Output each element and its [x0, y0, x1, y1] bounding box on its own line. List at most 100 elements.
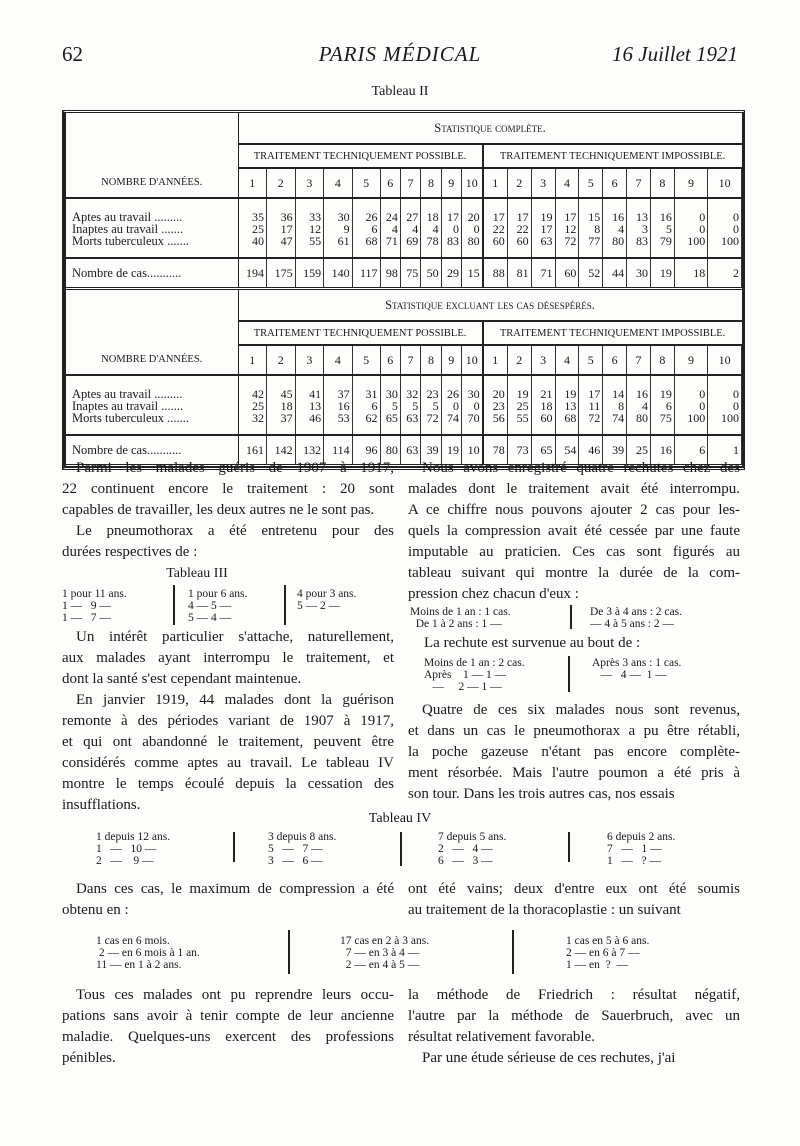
data-cell: 60 — [531, 412, 556, 436]
year-cell: 1 — [482, 168, 508, 199]
tableau-ii: Statistique complète. TRAITEMENT TECHNIQU… — [62, 110, 745, 470]
text-line: Dans ces cas, le maximum de compression … — [76, 881, 394, 897]
data-cell: 16 — [323, 400, 353, 412]
year-cell: 7 — [626, 345, 651, 376]
data-cell: 74 — [441, 412, 462, 436]
cases-cell: 6 — [674, 435, 709, 467]
row-label: Morts tuberculeux ....... — [66, 235, 239, 259]
text-line: l'autre par la méthode de Sauerbruch, av… — [408, 1008, 740, 1024]
year-cell: 1 — [238, 168, 268, 199]
data-cell: 22 — [482, 223, 508, 235]
cases-cell: 10 — [461, 435, 484, 467]
text-line: montre le temps écoulé depuis la cessati… — [62, 776, 394, 792]
year-cell: 1 — [482, 345, 508, 376]
data-cell: 42 — [238, 375, 268, 400]
data-cell: 74 — [602, 412, 628, 436]
data-cell: 17 — [578, 375, 604, 400]
cases-cell: 81 — [507, 258, 532, 290]
data-cell: 77 — [578, 235, 604, 259]
year-cell: 3 — [295, 345, 325, 376]
data-cell: 100 — [674, 235, 709, 259]
tableau-iii-col-2: 1 pour 6 ans. 4 — 5 — 5 — 4 — — [188, 588, 248, 624]
year-cell: 9 — [441, 168, 462, 199]
data-cell: 68 — [555, 412, 580, 436]
data-cell: 23 — [482, 400, 508, 412]
data-cell: 17 — [266, 223, 296, 235]
data-cell: 4 — [380, 223, 401, 235]
year-cell: 4 — [323, 345, 353, 376]
year-cell: 4 — [323, 168, 353, 199]
data-cell: 80 — [461, 235, 484, 259]
max-compression-col-2: 17 cas en 2 à 3 ans. 7 — en 3 à 4 — 2 — … — [340, 935, 430, 971]
text-line: Nous avons enregistré quatre rechutes ch… — [422, 460, 740, 476]
data-cell: 12 — [555, 223, 580, 235]
data-cell: 61 — [323, 235, 353, 259]
text-line: résultat relativement favorable. — [408, 1029, 595, 1045]
text-line: Quatre de ces six malades nous sont reve… — [422, 702, 740, 718]
data-cell: 13 — [555, 400, 580, 412]
issue-date: 16 Juillet 1921 — [612, 42, 738, 66]
text-line: imputable au praticien. Ces cas sont fig… — [408, 544, 740, 560]
data-cell: 19 — [555, 375, 580, 400]
cases-cell: 54 — [555, 435, 580, 467]
data-cell: 5 — [400, 400, 422, 412]
text-line: ment résorbée. Mais l'autre poumon a été… — [408, 765, 740, 781]
left-paragraph-3: Dans ces cas, le maximum de compression … — [62, 879, 394, 921]
data-cell: 55 — [507, 412, 532, 436]
data-cell: 25 — [507, 400, 532, 412]
cases-cell: 60 — [555, 258, 580, 290]
year-cell: 10 — [461, 168, 484, 199]
data-cell: 26 — [441, 375, 462, 400]
impossible-header: TRAITEMENT TECHNIQUEMENT IMPOSSIBLE. — [482, 321, 742, 346]
data-cell: 31 — [352, 375, 381, 400]
row-label: Inaptes au travail ....... — [66, 223, 239, 235]
data-cell: 45 — [266, 375, 296, 400]
tableau-iii-caption: Tableau III — [166, 566, 228, 581]
cases-cell: 63 — [400, 435, 422, 467]
left-paragraph-1: Parmi les malades guéris de 1907 à 1917,… — [62, 458, 394, 563]
cases-cell: 78 — [482, 435, 508, 467]
year-cell: 5 — [352, 168, 381, 199]
text-line: au traitement de la thoracoplastie : un … — [408, 902, 681, 918]
year-cell: 6 — [602, 345, 628, 376]
data-cell: 24 — [380, 198, 401, 223]
data-cell: 100 — [674, 412, 709, 436]
data-cell: 71 — [380, 235, 401, 259]
data-cell: 37 — [323, 375, 353, 400]
data-cell: 8 — [578, 223, 604, 235]
cases-cell: 175 — [266, 258, 296, 290]
data-cell: 80 — [602, 235, 628, 259]
text-line: A ce chiffre nous pouvons ajouter 2 cas … — [408, 502, 740, 518]
data-cell: 0 — [674, 223, 709, 235]
data-cell: 16 — [602, 198, 628, 223]
text-line: Tous ces malades ont pu reprendre leurs … — [76, 987, 394, 1003]
tableau-ii-table: Statistique complète. TRAITEMENT TECHNIQU… — [66, 113, 742, 467]
text-line: aux malades ayant interrompu le traiteme… — [62, 650, 394, 666]
data-cell: 69 — [400, 235, 422, 259]
text-line: Le pneumothorax a été entretenu pour des — [76, 523, 394, 539]
data-cell: 78 — [420, 235, 442, 259]
year-cell: 4 — [555, 168, 580, 199]
data-cell: 79 — [650, 235, 675, 259]
text-line: pression chez chacun d'eux : — [408, 586, 579, 602]
year-cell: 3 — [295, 168, 325, 199]
data-cell: 4 — [626, 400, 651, 412]
data-cell: 72 — [555, 235, 580, 259]
data-cell: 21 — [531, 375, 556, 400]
data-cell: 17 — [441, 198, 462, 223]
year-cell: 7 — [400, 168, 422, 199]
journal-title: PARIS MÉDICAL — [318, 42, 482, 66]
year-cell: 9 — [674, 168, 709, 199]
cases-cell: 80 — [380, 435, 401, 467]
cases-cell: 194 — [238, 258, 268, 290]
tableau-iv-col-3: 7 depuis 5 ans. 2 — 4 — 6 — 3 — — [438, 831, 507, 867]
data-cell: 0 — [461, 223, 484, 235]
right-paragraph-2: Quatre de ces six malades nous sont reve… — [408, 700, 740, 805]
data-cell: 0 — [674, 400, 709, 412]
data-cell: 22 — [507, 223, 532, 235]
tableau-iv-caption: Tableau IV — [368, 811, 432, 826]
text-line: pénibles. — [62, 1050, 116, 1066]
data-cell: 35 — [238, 198, 268, 223]
cases-cell: 88 — [482, 258, 508, 290]
